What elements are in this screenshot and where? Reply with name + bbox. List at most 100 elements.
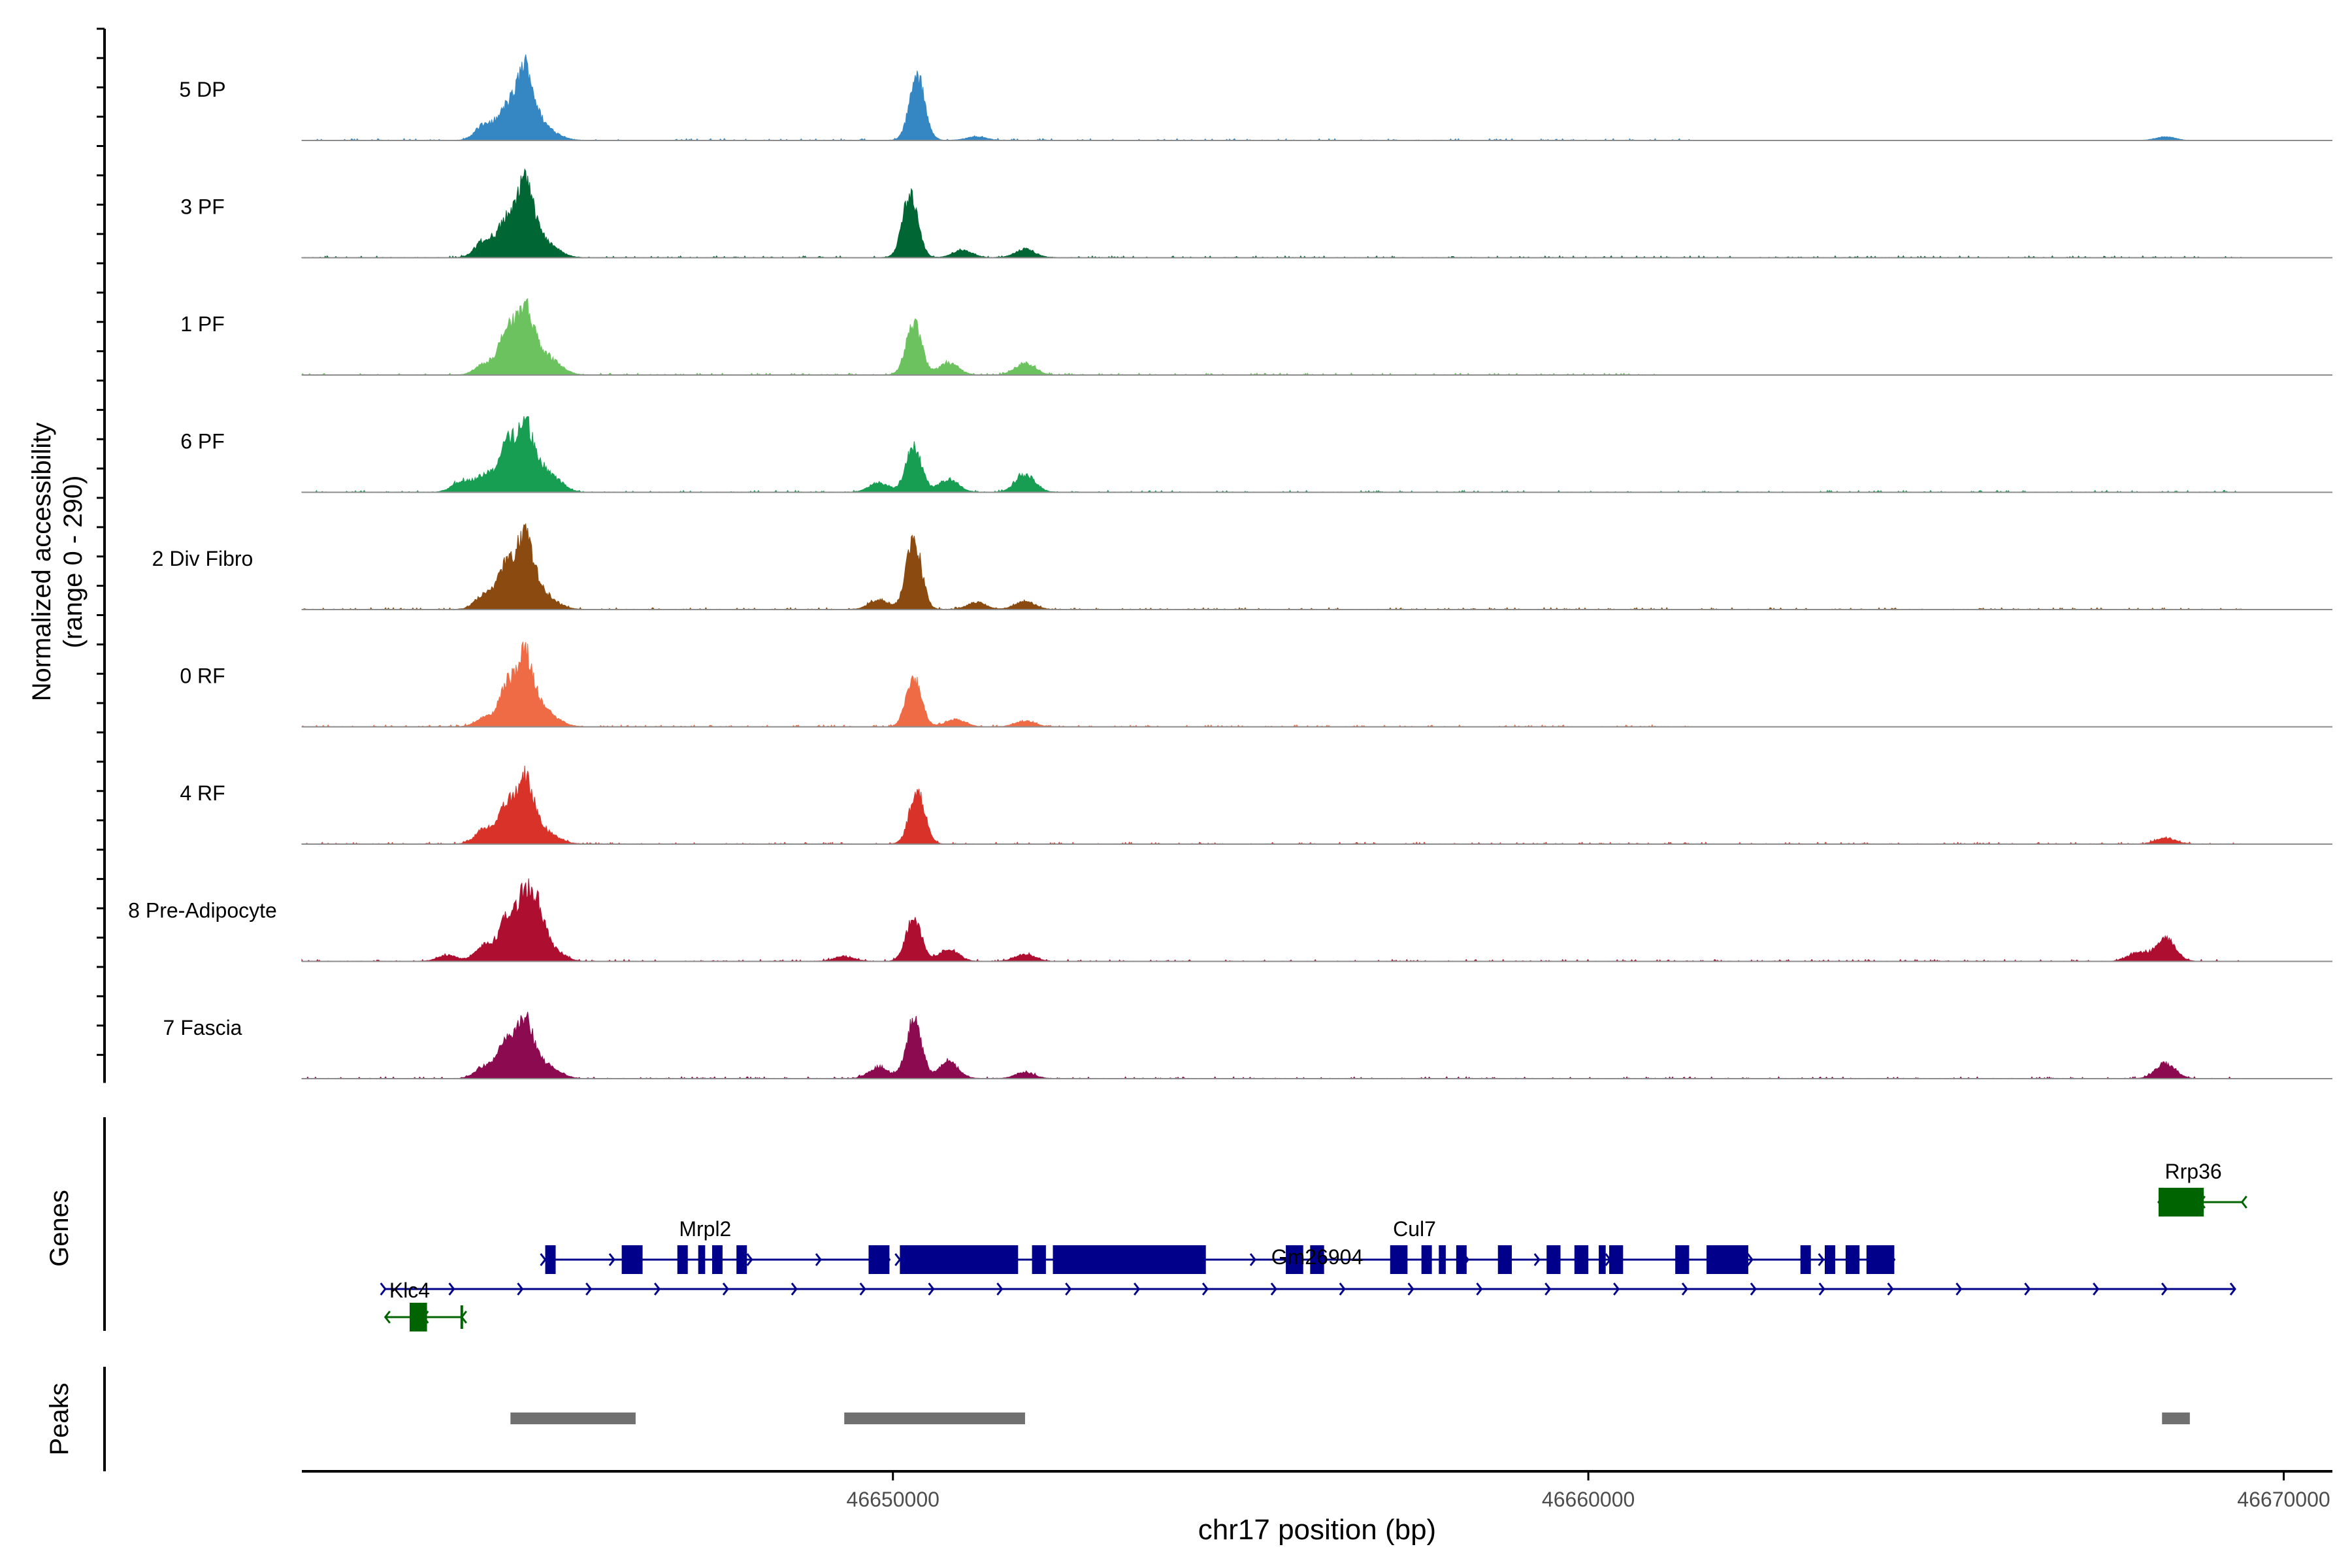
exon [1286,1245,1303,1274]
called-peak-bar [844,1413,1025,1424]
exon [545,1245,556,1274]
strand-arrow [722,1282,729,1296]
strand-arrow [815,1253,822,1266]
track-label: 1 PF [180,312,225,336]
coverage-track: 5 DP [179,54,2332,141]
exon [1546,1245,1561,1274]
track-label: 3 PF [180,195,225,219]
exon [2158,1188,2204,1217]
strand-arrow [517,1282,524,1296]
x-tick-label: 46660000 [1542,1488,1635,1511]
gene: Gm26904 [380,1245,2236,1296]
exon [736,1245,747,1274]
gene-label: Mrpl2 [679,1217,731,1241]
exon [1032,1245,1046,1274]
exon [1845,1245,1860,1274]
coverage-track: 7 Fascia [163,1011,2332,1079]
coverage-track: 1 PF [180,298,2332,376]
strand-arrow [380,1282,387,1296]
exon [1574,1245,1589,1274]
exon [868,1245,890,1274]
strand-arrow [996,1282,1004,1296]
gene-label: Klc4 [389,1279,430,1302]
strand-arrow [1065,1282,1072,1296]
strand-arrow [928,1282,935,1296]
gene-label: Gm26904 [1271,1245,1364,1269]
strand-arrow [2093,1282,2100,1296]
exon [711,1245,723,1274]
strand-arrow [1407,1282,1414,1296]
track-label: 7 Fascia [163,1016,242,1039]
coverage-track: 2 Div Fibro [152,523,2332,610]
track-label: 4 RF [180,781,225,805]
exon [1675,1245,1690,1274]
exon [621,1245,643,1274]
exon [1310,1245,1324,1274]
strand-arrow [384,1311,391,1324]
peaks-panel-label: Peaks [45,1382,74,1455]
strand-arrow [1201,1282,1209,1296]
called-peak-bar [510,1413,636,1424]
gene: Mrpl2 [540,1217,891,1274]
strand-arrow [1818,1253,1825,1266]
strand-arrow [1750,1282,1757,1296]
coverage-area [301,878,2242,962]
strand-arrow [540,1253,547,1266]
strand-arrow [1544,1282,1552,1296]
strand-arrow [859,1282,866,1296]
strand-arrow [1681,1282,1688,1296]
strand-arrow [1134,1282,1141,1296]
strand-arrow [448,1282,455,1296]
exon [1599,1245,1606,1274]
exon [1866,1245,1895,1274]
coverage-area [301,168,2244,259]
exon [1800,1245,1811,1274]
exon [1456,1245,1467,1274]
strand-arrow [1270,1282,1277,1296]
strand-arrow [2240,1196,2247,1209]
coverage-track: 6 PF [180,416,2332,493]
exon [698,1245,706,1274]
coverage-track: 0 RF [180,642,2332,728]
strand-arrow [585,1282,593,1296]
gene-label: Cul7 [1393,1217,1436,1241]
gene: Rrp36 [2157,1160,2247,1217]
coverage-area [301,54,2242,141]
coverage-area [301,642,2242,728]
strand-arrow [1476,1282,1483,1296]
x-tick-label: 46670000 [2237,1488,2330,1511]
coverage-area [301,298,2242,376]
y-axis-label-line1: Normalized accessibility [27,423,56,702]
strand-arrow [2229,1282,2236,1296]
exon [1053,1245,1206,1274]
exon [900,1245,1019,1274]
position-x-axis: 46650000 46660000 46670000 [302,1470,2332,1511]
track-label: 8 Pre-Adipocyte [128,899,277,923]
exon [1497,1245,1512,1274]
track-label: 5 DP [179,78,225,101]
coverage-track: 8 Pre-Adipocyte [128,878,2332,962]
track-label: 0 RF [180,664,225,688]
coverage-track: 4 RF [180,765,2332,845]
gene: Cul7 [894,1217,1896,1274]
gene: Klc4 [384,1279,467,1331]
strand-arrow [1533,1253,1541,1266]
x-tick-label: 46650000 [847,1488,939,1511]
strand-arrow [1818,1282,1825,1296]
strand-arrow [1249,1253,1256,1266]
strand-arrow [746,1253,753,1266]
x-axis-label: chr17 position (bp) [1198,1514,1436,1546]
strand-arrow [1746,1253,1754,1266]
exon [1439,1245,1446,1274]
gene-label: Rrp36 [2165,1160,2222,1183]
y-axis-label-line2: (range 0 - 290) [59,476,88,649]
track-label: 2 Div Fibro [152,547,253,570]
strand-arrow [608,1253,615,1266]
strand-arrow [1613,1282,1620,1296]
exon [409,1303,427,1331]
exon [677,1245,688,1274]
exon [1421,1245,1432,1274]
strand-arrow [1887,1282,1894,1296]
coverage-area [301,1011,2242,1079]
